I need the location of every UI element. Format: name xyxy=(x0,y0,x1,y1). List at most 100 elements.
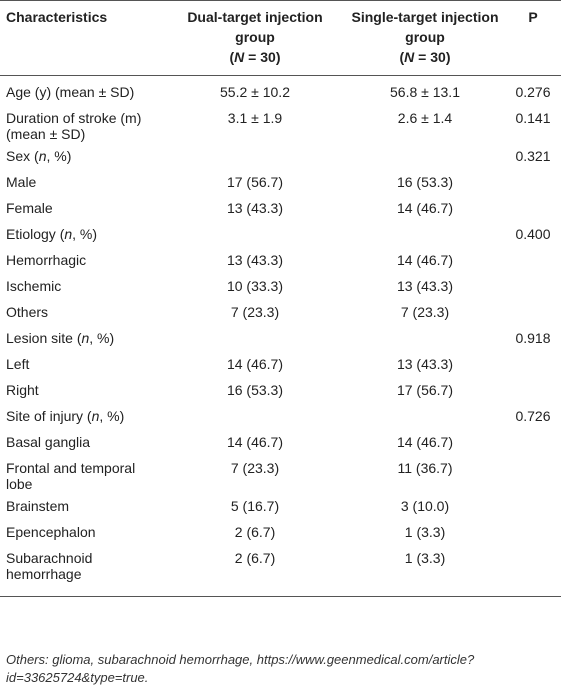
text-segment: Age (y) (mean ± SD) xyxy=(6,84,135,100)
text-segment: Site of injury ( xyxy=(6,408,92,424)
table-cell xyxy=(505,275,561,301)
table-cell: 2 (6.7) xyxy=(234,550,276,566)
header-cell: Dual-target injection group (N = 30) xyxy=(165,1,345,76)
header-text: Dual-target injection group xyxy=(187,9,323,45)
table-cell xyxy=(505,431,561,457)
row-label: Epencephalon xyxy=(0,521,165,547)
table-cell xyxy=(505,547,561,597)
text-segment: Etiology ( xyxy=(6,226,65,242)
text-segment: Left xyxy=(6,356,30,372)
table-cell: 3.1 ± 1.9 xyxy=(227,110,283,126)
text-segment: , %) xyxy=(89,330,115,346)
table-cell: 13 (43.3) xyxy=(396,356,454,372)
row-label: Lesion site (n, %) xyxy=(0,327,165,353)
table-cell xyxy=(505,457,561,495)
header-sub: (N = 30) xyxy=(169,47,341,67)
table-cell xyxy=(345,405,505,431)
row-label: Male xyxy=(0,171,165,197)
row-label: Subarachnoid hemorrhage xyxy=(0,547,165,597)
table-row: Right 16 (53.3) 17 (56.7) xyxy=(0,379,561,405)
table-row: Age (y) (mean ± SD) 55.2 ± 10.2 56.8 ± 13.… xyxy=(0,76,561,108)
table-cell: 17 (56.7) xyxy=(396,382,454,398)
italic-segment: N xyxy=(404,49,415,65)
row-label: Others xyxy=(0,301,165,327)
table-cell xyxy=(505,495,561,521)
text-segment: Ischemic xyxy=(6,278,62,294)
table-row: Epencephalon 2 (6.7) 1 (3.3) xyxy=(0,521,561,547)
table-cell: 10 (33.3) xyxy=(226,278,284,294)
table-row: Ischemic 10 (33.3) 13 (43.3) xyxy=(0,275,561,301)
table-cell: 56.8 ± 13.1 xyxy=(390,84,460,100)
table-row: Hemorrhagic 13 (43.3) 14 (46.7) xyxy=(0,249,561,275)
header-sub: (N = 30) xyxy=(349,47,501,67)
table-cell: 14 (46.7) xyxy=(396,252,454,268)
table-cell xyxy=(345,145,505,171)
table-cell: 3 (10.0) xyxy=(400,498,450,514)
table-cell xyxy=(165,145,345,171)
text-segment: Female xyxy=(6,200,53,216)
header-text: Single-target injection group xyxy=(351,9,499,45)
header-row: Characteristics Dual-target injection gro… xyxy=(0,0,561,76)
table-cell: 5 (16.7) xyxy=(230,498,280,514)
table-cell: 0.321 xyxy=(515,148,551,164)
text-segment: Subarachnoid hemorrhage xyxy=(6,550,93,582)
text-segment: ( xyxy=(399,49,405,65)
row-label: Ischemic xyxy=(0,275,165,301)
italic-segment: n xyxy=(64,226,73,242)
text-segment: Lesion site ( xyxy=(6,330,82,346)
italic-segment: n xyxy=(81,330,90,346)
header-cell: Characteristics xyxy=(0,1,165,76)
table-cell: 2 (6.7) xyxy=(234,524,276,540)
text-segment: = 30) xyxy=(244,49,281,65)
table-cell: 1 (3.3) xyxy=(404,550,446,566)
row-label: Basal ganglia xyxy=(0,431,165,457)
table-cell xyxy=(505,521,561,547)
text-segment: Sex ( xyxy=(6,148,39,164)
table-cell: 2.6 ± 1.4 xyxy=(397,110,453,126)
table-cell xyxy=(505,197,561,223)
row-label: Etiology (n, %) xyxy=(0,223,165,249)
table-row: Sex (n, %) 0.321 xyxy=(0,145,561,171)
table-cell: 14 (46.7) xyxy=(396,200,454,216)
table-cell xyxy=(505,301,561,327)
row-label: Age (y) (mean ± SD) xyxy=(0,76,165,108)
table-cell xyxy=(345,327,505,353)
table-cell: 0.141 xyxy=(515,110,551,126)
table-cell: 7 (23.3) xyxy=(230,304,280,320)
row-label: Site of injury (n, %) xyxy=(0,405,165,431)
text-segment: , %) xyxy=(46,148,72,164)
header-text: Characteristics xyxy=(6,9,108,25)
table-cell: 11 (36.7) xyxy=(397,460,453,476)
table-cell xyxy=(505,379,561,405)
text-segment: Basal ganglia xyxy=(6,434,91,450)
table-row: Subarachnoid hemorrhage 2 (6.7) 1 (3.3) xyxy=(0,547,561,597)
table-row: Left 14 (46.7) 13 (43.3) xyxy=(0,353,561,379)
italic-segment: N xyxy=(234,49,245,65)
row-label: Brainstem xyxy=(0,495,165,521)
header-text: P xyxy=(528,9,538,25)
text-segment: Brainstem xyxy=(6,498,70,514)
table-cell: 7 (23.3) xyxy=(230,460,280,476)
text-segment: ( xyxy=(229,49,235,65)
row-label: Right xyxy=(0,379,165,405)
italic-segment: n xyxy=(38,148,47,164)
table-cell: 0.918 xyxy=(515,330,551,346)
text-segment: Frontal and temporal lobe xyxy=(6,460,136,492)
text-segment: Others xyxy=(6,304,49,320)
table-header: Characteristics Dual-target injection gro… xyxy=(0,0,561,76)
text-segment: Duration of stroke (m) (mean ± SD) xyxy=(6,110,142,142)
table-cell xyxy=(345,223,505,249)
text-segment: Hemorrhagic xyxy=(6,252,87,268)
row-label: Frontal and temporal lobe xyxy=(0,457,165,495)
table-row: Lesion site (n, %) 0.918 xyxy=(0,327,561,353)
footnote: Others: glioma, subarachnoid hemorrhage,… xyxy=(6,652,475,685)
table-cell xyxy=(505,353,561,379)
table-cell: 0.726 xyxy=(515,408,551,424)
text-segment: Right xyxy=(6,382,39,398)
table-cell: 13 (43.3) xyxy=(396,278,454,294)
text-segment: = 30) xyxy=(414,49,451,65)
header-cell: P xyxy=(505,1,561,76)
table-row: Site of injury (n, %) 0.726 xyxy=(0,405,561,431)
table-cell: 0.400 xyxy=(515,226,551,242)
